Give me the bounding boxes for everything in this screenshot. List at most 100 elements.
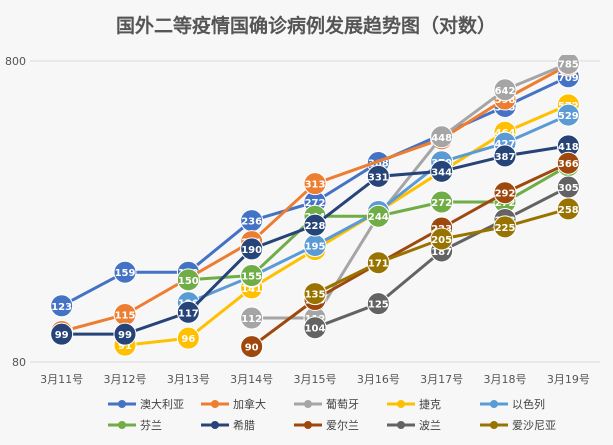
point-6-3 [176,268,200,292]
point-1-1 [50,294,74,318]
legend-label-4: 捷克 [419,397,441,411]
data-label-9-6: 125 [368,300,389,311]
point-6-4 [240,264,264,288]
x-tick-label-1: 3月11号 [40,373,83,386]
data-label-1-6: 368 [368,159,389,170]
legend-marker-1 [118,400,126,408]
data-label-9-9: 305 [558,183,579,194]
x-tick-label-5: 3月15号 [294,373,337,386]
data-label-7-3: 117 [178,308,199,319]
legend-marker-7 [211,421,219,429]
point-7-6 [366,164,390,188]
data-label-1-9: 709 [558,73,579,84]
point-10-7 [430,227,454,251]
legend-label-1: 澳大利亚 [140,397,184,411]
legend-item-5: 以色列 [480,397,545,411]
data-label-3-9: 785 [558,59,579,70]
data-label-7-6: 331 [368,172,389,183]
point-7-3 [176,300,200,324]
data-label-7-5: 228 [305,221,326,232]
data-label-4-3: 96 [181,334,195,345]
legend-item-9: 波兰 [387,419,441,432]
point-9-6 [366,292,390,316]
data-label-10-8: 225 [495,223,516,234]
legend-label-6: 芬兰 [140,419,162,432]
x-tick-label-4: 3月14号 [230,373,273,386]
point-7-2 [113,322,137,346]
point-1-2 [113,260,137,284]
x-tick-label-6: 3月16号 [357,373,400,386]
x-tick-label-8: 3月18号 [484,373,527,386]
point-6-7 [430,190,454,214]
point-9-5 [303,316,327,340]
point-3-7 [430,125,454,149]
series-layer: 1231591592362723685657091011152013134415… [50,55,580,359]
legend-item-6: 芬兰 [108,419,162,432]
legend-label-10: 爱沙尼亚 [512,419,556,432]
legend-item-7: 希腊 [201,418,255,432]
legend-label-2: 加拿大 [233,397,266,411]
x-tick-label-2: 3月12号 [104,373,147,386]
point-8-9 [556,151,580,175]
data-label-9-7: 187 [431,247,452,258]
legend-item-8: 爱尔兰 [294,419,359,432]
y-tick-label-800: 800 [5,55,26,68]
data-label-8-8: 292 [495,189,516,200]
data-label-3-4: 112 [241,314,262,325]
data-label-10-5: 135 [305,290,326,301]
y-tick-label-80: 80 [12,356,26,369]
point-3-9 [556,55,580,75]
legend-marker-6 [118,421,126,429]
data-label-5-5: 195 [305,242,326,253]
x-tick-label-9: 3月19号 [547,373,590,386]
data-label-7-2: 99 [118,330,132,341]
data-label-6-6: 244 [368,212,389,223]
data-label-7-8: 387 [495,152,516,163]
data-label-4-4: 141 [241,284,262,295]
point-5-9 [556,103,580,127]
point-6-6 [366,204,390,228]
point-10-5 [303,282,327,306]
chart-title: 国外二等疫情国确诊病例发展趋势图（对数） [116,14,496,37]
legend-marker-2 [211,400,219,408]
legend-item-4: 捷克 [387,397,441,411]
data-label-1-1: 123 [51,302,72,313]
x-tick-label-3: 3月13号 [167,373,210,386]
data-label-6-4: 155 [241,272,262,283]
series-7: 99 99 117 190 228 331 344 387 418 [50,134,580,346]
data-label-6-3: 150 [178,276,199,287]
data-label-2-5: 313 [305,180,326,191]
legend-label-7: 希腊 [233,418,255,432]
data-label-1-2: 159 [115,268,136,279]
legend-marker-4 [397,400,405,408]
data-label-8-9: 366 [558,159,579,170]
data-label-3-7: 448 [431,133,452,144]
point-7-5 [303,213,327,237]
legend-item-3: 葡萄牙 [294,398,359,411]
point-10-6 [366,251,390,275]
data-label-7-4: 190 [241,245,262,256]
legend-marker-10 [490,421,498,429]
data-label-3-8: 642 [495,86,516,97]
point-7-1 [50,322,74,346]
series-10: 135 171 205 225 258 [303,197,580,306]
point-2-5 [303,172,327,196]
data-label-10-6: 171 [368,259,389,270]
series-8: 90129170223292366 [240,151,580,359]
series-line-8 [250,161,569,348]
data-label-10-7: 205 [431,235,452,246]
legend-item-2: 加拿大 [201,397,266,411]
legend-label-9: 波兰 [419,419,441,432]
point-3-8 [493,78,517,102]
data-label-10-9: 258 [558,205,579,216]
legend-marker-8 [304,421,312,429]
legend-marker-5 [490,400,498,408]
data-label-4-2: 91 [118,341,132,352]
legend-item-10: 爱沙尼亚 [480,419,556,432]
legend-marker-9 [397,421,405,429]
point-8-4 [240,335,264,359]
data-label-7-9: 418 [558,142,579,153]
data-label-5-9: 529 [558,111,579,122]
